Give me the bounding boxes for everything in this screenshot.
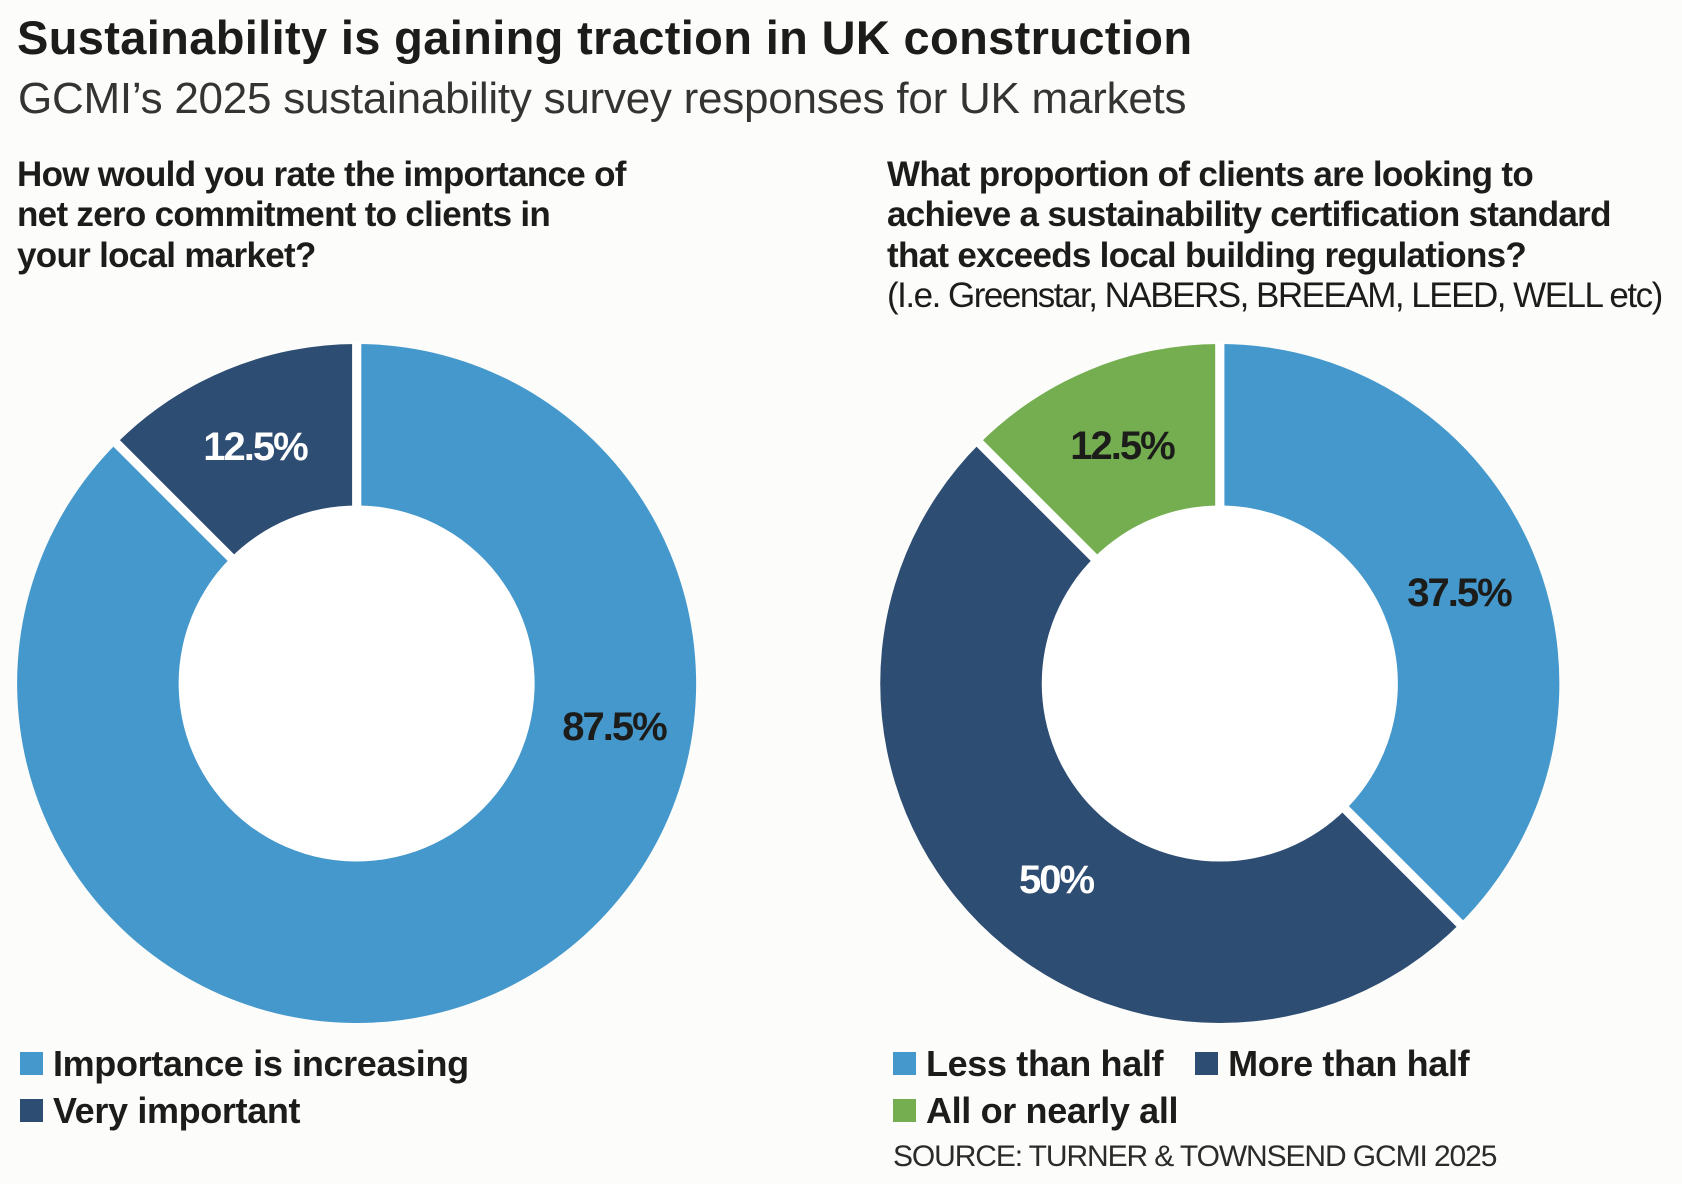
svg-text:50%: 50% — [1019, 858, 1094, 902]
svg-text:87.5%: 87.5% — [562, 705, 667, 749]
svg-text:37.5%: 37.5% — [1407, 571, 1512, 615]
svg-text:12.5%: 12.5% — [203, 425, 308, 469]
svg-text:12.5%: 12.5% — [1070, 424, 1175, 468]
